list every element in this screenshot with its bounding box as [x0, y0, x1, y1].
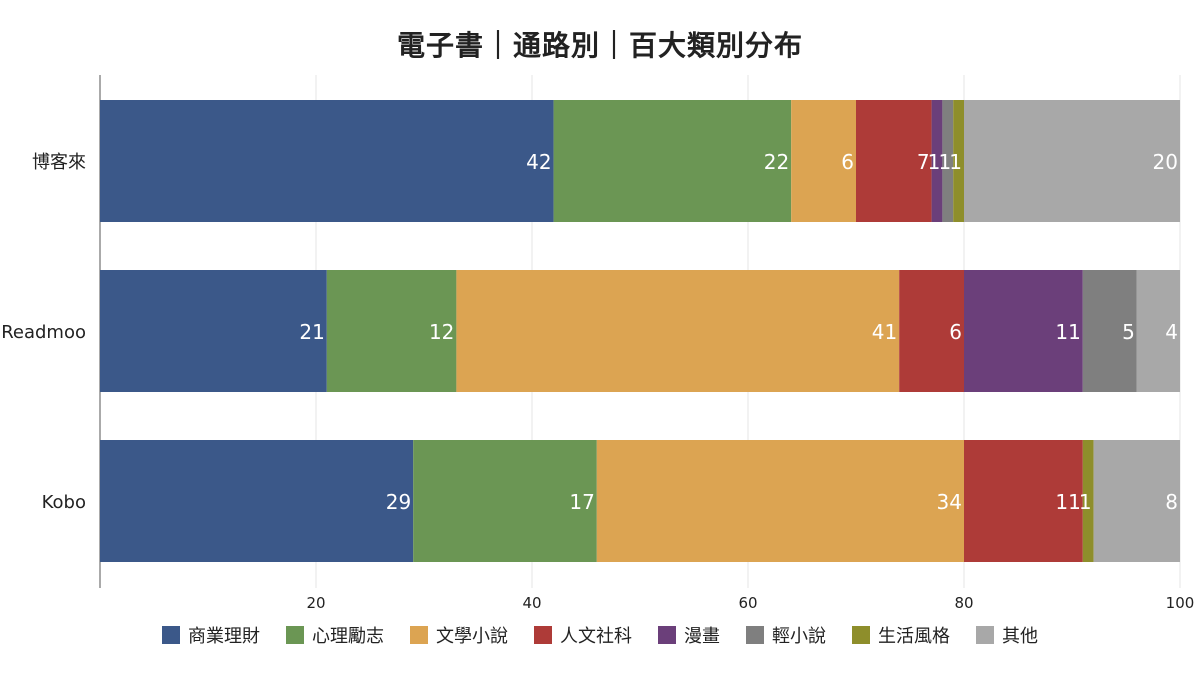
bar-segment: [1082, 440, 1094, 562]
bar-segment: [553, 100, 792, 222]
bar-segment: [856, 100, 932, 222]
data-label: 5: [1122, 320, 1135, 344]
data-label: 8: [1165, 490, 1178, 514]
legend-label: 心理勵志: [312, 626, 384, 647]
data-label: 11: [1055, 490, 1080, 514]
bar-segment: [413, 440, 597, 562]
bar-segment: [953, 100, 964, 222]
legend-item: 漫畫: [658, 622, 720, 648]
category-label: 博客來: [32, 152, 86, 173]
legend-label: 其他: [1002, 626, 1038, 647]
bar-segment: [456, 270, 900, 392]
bar-segment: [1082, 270, 1137, 392]
x-tick-label: 20: [306, 594, 325, 610]
data-label: 1: [938, 150, 951, 174]
data-label: 1: [928, 150, 941, 174]
data-label: 42: [526, 150, 551, 174]
data-label: 1: [949, 150, 962, 174]
bar-segment: [326, 270, 457, 392]
legend-item: 輕小說: [746, 622, 826, 648]
bar-segment: [964, 100, 1180, 222]
legend-item: 其他: [976, 622, 1038, 648]
legend-swatch: [658, 626, 676, 644]
legend-item: 人文社科: [534, 622, 632, 648]
bar-segment: [1136, 270, 1180, 392]
legend-label: 輕小說: [772, 626, 826, 647]
data-label: 41: [872, 320, 897, 344]
legend-label: 人文社科: [560, 626, 632, 647]
data-label: 22: [764, 150, 789, 174]
legend-item: 文學小說: [410, 622, 508, 648]
data-label: 11: [1055, 320, 1080, 344]
x-tick-label: 80: [954, 594, 973, 610]
data-label: 4: [1165, 320, 1178, 344]
data-label: 12: [429, 320, 454, 344]
legend-item: 心理勵志: [286, 622, 384, 648]
legend: 商業理財 心理勵志 文學小說 人文社科 漫畫 輕小說 生活風格 其他: [0, 622, 1200, 648]
legend-label: 漫畫: [684, 626, 720, 647]
data-label: 6: [949, 320, 962, 344]
data-label: 1: [1079, 490, 1092, 514]
bar-segment: [100, 100, 554, 222]
bar-segment: [942, 100, 954, 222]
data-label: 6: [841, 150, 854, 174]
legend-label: 生活風格: [878, 626, 950, 647]
legend-swatch: [976, 626, 994, 644]
chart-title: 電子書｜通路別｜百大類別分布: [396, 29, 803, 62]
bar-segment: [791, 100, 856, 222]
legend-item: 商業理財: [162, 622, 260, 648]
bar-segment: [899, 270, 964, 392]
legend-item: 生活風格: [852, 622, 950, 648]
bar-segment: [596, 440, 964, 562]
legend-swatch: [286, 626, 304, 644]
legend-swatch: [534, 626, 552, 644]
data-label: 20: [1153, 150, 1178, 174]
data-label: 34: [937, 490, 962, 514]
legend-swatch: [746, 626, 764, 644]
x-tick-label: 100: [1166, 594, 1195, 610]
data-label: 21: [299, 320, 324, 344]
legend-swatch: [852, 626, 870, 644]
legend-label: 文學小說: [436, 626, 508, 647]
legend-swatch: [410, 626, 428, 644]
bar-segment: [100, 270, 327, 392]
category-label: Kobo: [42, 492, 86, 513]
data-label: 29: [386, 490, 411, 514]
x-tick-label: 40: [522, 594, 541, 610]
bar-segment: [931, 100, 943, 222]
x-tick-label: 60: [738, 594, 757, 610]
data-label: 7: [917, 150, 930, 174]
category-label: Readmoo: [1, 322, 86, 343]
legend-swatch: [162, 626, 180, 644]
bar-segment: [1093, 440, 1180, 562]
bar-segment: [964, 440, 1083, 562]
data-label: 17: [569, 490, 594, 514]
legend-label: 商業理財: [188, 626, 260, 647]
bar-segment: [964, 270, 1083, 392]
bar-segment: [100, 440, 414, 562]
